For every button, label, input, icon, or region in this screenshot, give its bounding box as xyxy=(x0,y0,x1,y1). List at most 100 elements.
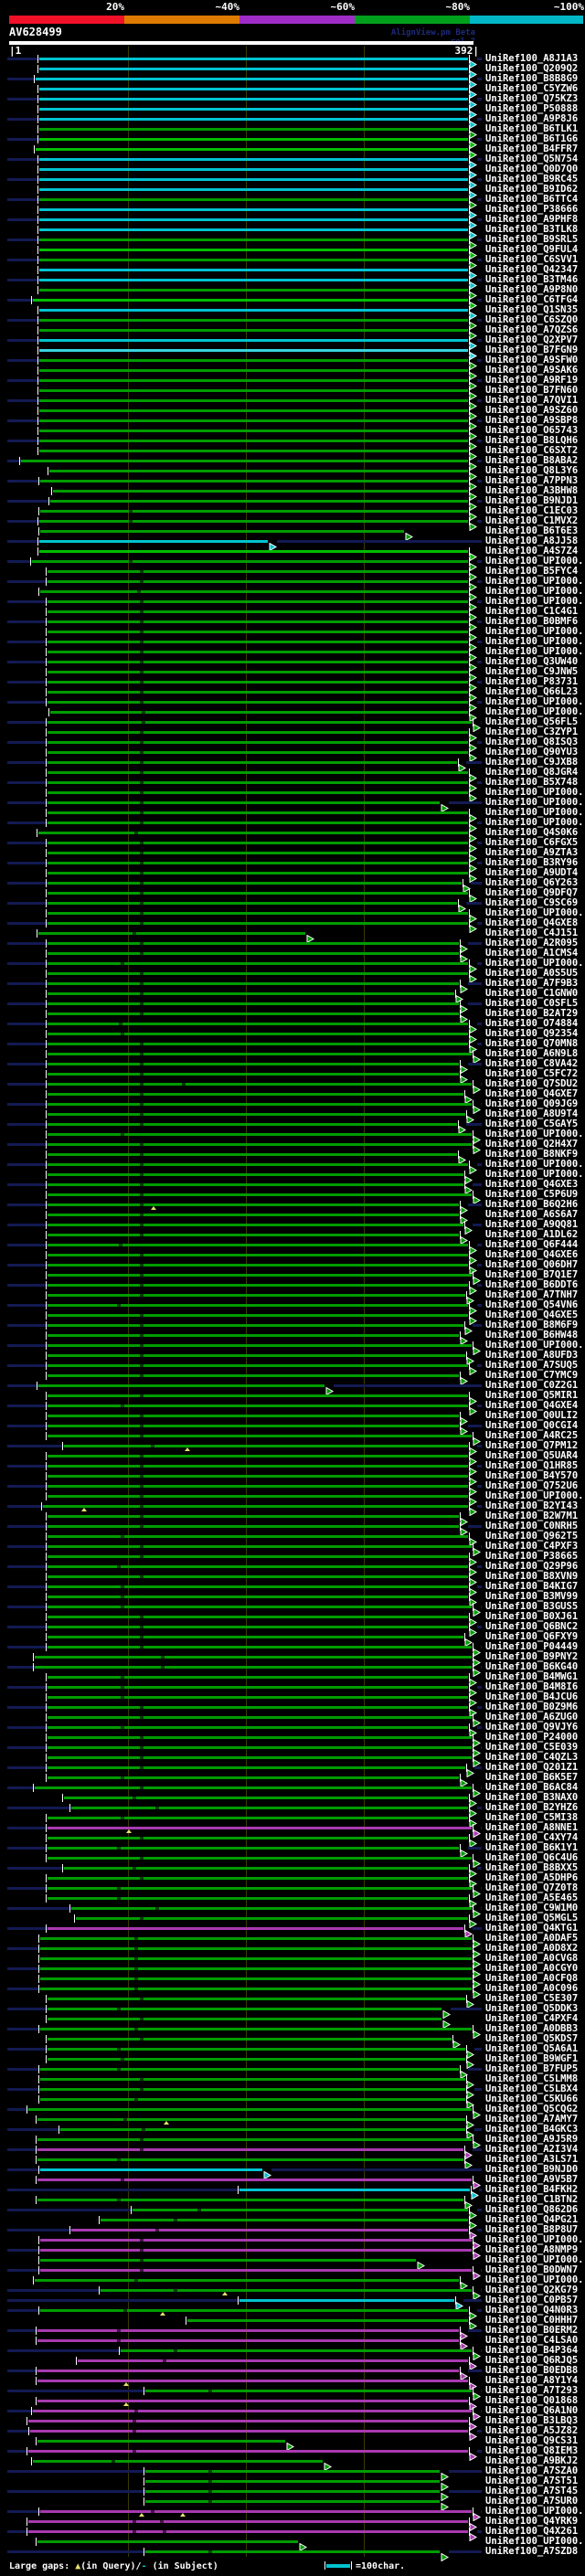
hsp-bar[interactable] xyxy=(48,1696,468,1699)
hsp-bar[interactable] xyxy=(48,1053,472,1055)
hsp-bar[interactable] xyxy=(38,932,305,935)
hsp-bar[interactable] xyxy=(48,1646,472,1648)
hsp-bar[interactable] xyxy=(39,88,468,90)
hsp-bar[interactable] xyxy=(48,1284,468,1287)
hsp-bar[interactable] xyxy=(48,1214,459,1216)
hsp-bar[interactable] xyxy=(48,1606,472,1608)
hsp-bar[interactable] xyxy=(48,1595,468,1598)
hsp-bar[interactable] xyxy=(28,2108,472,2111)
hsp-bar[interactable] xyxy=(48,1023,468,1025)
hsp-bar[interactable] xyxy=(38,832,468,834)
hsp-bar[interactable] xyxy=(48,1555,468,1558)
hsp-bar[interactable] xyxy=(36,148,468,151)
hsp-bar[interactable] xyxy=(48,1927,463,1930)
hsp-bar[interactable] xyxy=(48,912,468,915)
hsp-bar[interactable] xyxy=(40,1937,472,1940)
hsp-bar[interactable] xyxy=(39,399,468,402)
hsp-bar[interactable] xyxy=(48,600,468,603)
hsp-bar[interactable] xyxy=(39,108,468,111)
hsp-bar[interactable] xyxy=(39,319,468,322)
hsp-bar[interactable] xyxy=(35,1786,472,1789)
hsp-bar[interactable] xyxy=(40,2259,416,2262)
hsp-bar[interactable] xyxy=(48,2018,441,2020)
hsp-bar[interactable] xyxy=(48,1394,468,1397)
hsp-bar[interactable] xyxy=(48,781,468,784)
hsp-bar[interactable] xyxy=(39,168,468,171)
hsp-bar[interactable] xyxy=(48,1776,459,1779)
hsp-bar[interactable] xyxy=(48,1475,468,1478)
hsp-bar[interactable] xyxy=(48,1435,472,1437)
hsp-bar[interactable] xyxy=(48,1364,468,1367)
hsp-bar[interactable] xyxy=(39,419,468,422)
hsp-bar[interactable] xyxy=(39,178,468,181)
hsp-bar[interactable] xyxy=(48,852,468,854)
hsp-bar[interactable] xyxy=(48,1746,472,1749)
hsp-bar[interactable] xyxy=(36,78,468,80)
hsp-bar[interactable] xyxy=(48,1274,472,1277)
hsp-bar[interactable] xyxy=(48,2058,465,2061)
hsp-bar[interactable] xyxy=(48,1626,468,1628)
hsp-bar[interactable] xyxy=(39,359,468,362)
hsp-bar[interactable] xyxy=(39,349,468,352)
hsp-bar[interactable] xyxy=(48,1173,463,1176)
hsp-bar[interactable] xyxy=(48,1535,468,1538)
hsp-bar[interactable] xyxy=(40,480,468,482)
hsp-bar[interactable] xyxy=(39,329,468,332)
hsp-bar[interactable] xyxy=(48,1887,472,1890)
hsp-bar[interactable] xyxy=(48,1736,472,1739)
hsp-bar[interactable] xyxy=(48,1143,472,1146)
hsp-bar[interactable] xyxy=(48,791,468,794)
hsp-bar[interactable] xyxy=(40,2239,472,2242)
hsp-bar[interactable] xyxy=(37,2138,472,2141)
hsp-bar[interactable] xyxy=(48,1515,459,1518)
hsp-bar[interactable] xyxy=(40,2068,459,2071)
hsp-bar[interactable] xyxy=(64,1867,468,1870)
hsp-bar[interactable] xyxy=(39,228,468,231)
hsp-bar[interactable] xyxy=(48,1193,472,1196)
hsp-bar[interactable] xyxy=(40,2098,465,2101)
hsp-bar[interactable] xyxy=(48,1334,459,1337)
hsp-bar[interactable] xyxy=(48,1314,468,1317)
hsp-bar[interactable] xyxy=(37,2380,468,2382)
hsp-bar[interactable] xyxy=(35,1666,472,1669)
hsp-bar[interactable] xyxy=(48,952,459,955)
hsp-bar[interactable] xyxy=(48,691,468,694)
hsp-bar[interactable] xyxy=(48,1837,468,1839)
hsp-bar[interactable] xyxy=(39,450,468,452)
hsp-bar[interactable] xyxy=(39,440,468,442)
hsp-bar[interactable] xyxy=(39,128,468,131)
hsp-bar[interactable] xyxy=(64,1445,468,1447)
hsp-bar[interactable] xyxy=(48,1183,463,1186)
hsp-bar[interactable] xyxy=(48,1756,472,1759)
hsp-bar[interactable] xyxy=(39,58,468,60)
hsp-bar[interactable] xyxy=(48,1304,468,1307)
hsp-bar[interactable] xyxy=(48,1847,459,1850)
hsp-bar[interactable] xyxy=(48,1998,465,2000)
hsp-bar[interactable] xyxy=(48,1706,468,1709)
hsp-bar[interactable] xyxy=(121,2349,472,2352)
hsp-bar[interactable] xyxy=(39,249,468,251)
hsp-bar[interactable] xyxy=(48,1827,472,1829)
hsp-bar[interactable] xyxy=(48,721,472,724)
hsp-bar[interactable] xyxy=(48,1203,459,1206)
hsp-bar[interactable] xyxy=(48,872,468,875)
hsp-bar[interactable] xyxy=(48,1123,457,1126)
hsp-bar[interactable] xyxy=(48,1465,468,1468)
hsp-bar[interactable] xyxy=(48,1726,468,1729)
hsp-bar[interactable] xyxy=(48,1817,468,1819)
hsp-bar[interactable] xyxy=(30,2430,468,2433)
hsp-bar[interactable] xyxy=(50,711,468,714)
hsp-bar[interactable] xyxy=(48,731,468,734)
hsp-bar[interactable] xyxy=(101,2289,472,2292)
hsp-bar[interactable] xyxy=(33,2410,472,2412)
hsp-bar[interactable] xyxy=(48,1525,459,1528)
hsp-bar[interactable] xyxy=(48,1012,459,1015)
hsp-bar[interactable] xyxy=(48,1455,468,1458)
hsp-bar[interactable] xyxy=(48,811,468,814)
hsp-bar[interactable] xyxy=(48,1857,472,1860)
hsp-bar[interactable] xyxy=(48,1033,468,1035)
hsp-bar[interactable] xyxy=(101,2219,468,2221)
hsp-bar[interactable] xyxy=(76,1917,468,1920)
hsp-bar[interactable] xyxy=(48,1354,465,1357)
hsp-bar[interactable] xyxy=(48,1405,468,1407)
